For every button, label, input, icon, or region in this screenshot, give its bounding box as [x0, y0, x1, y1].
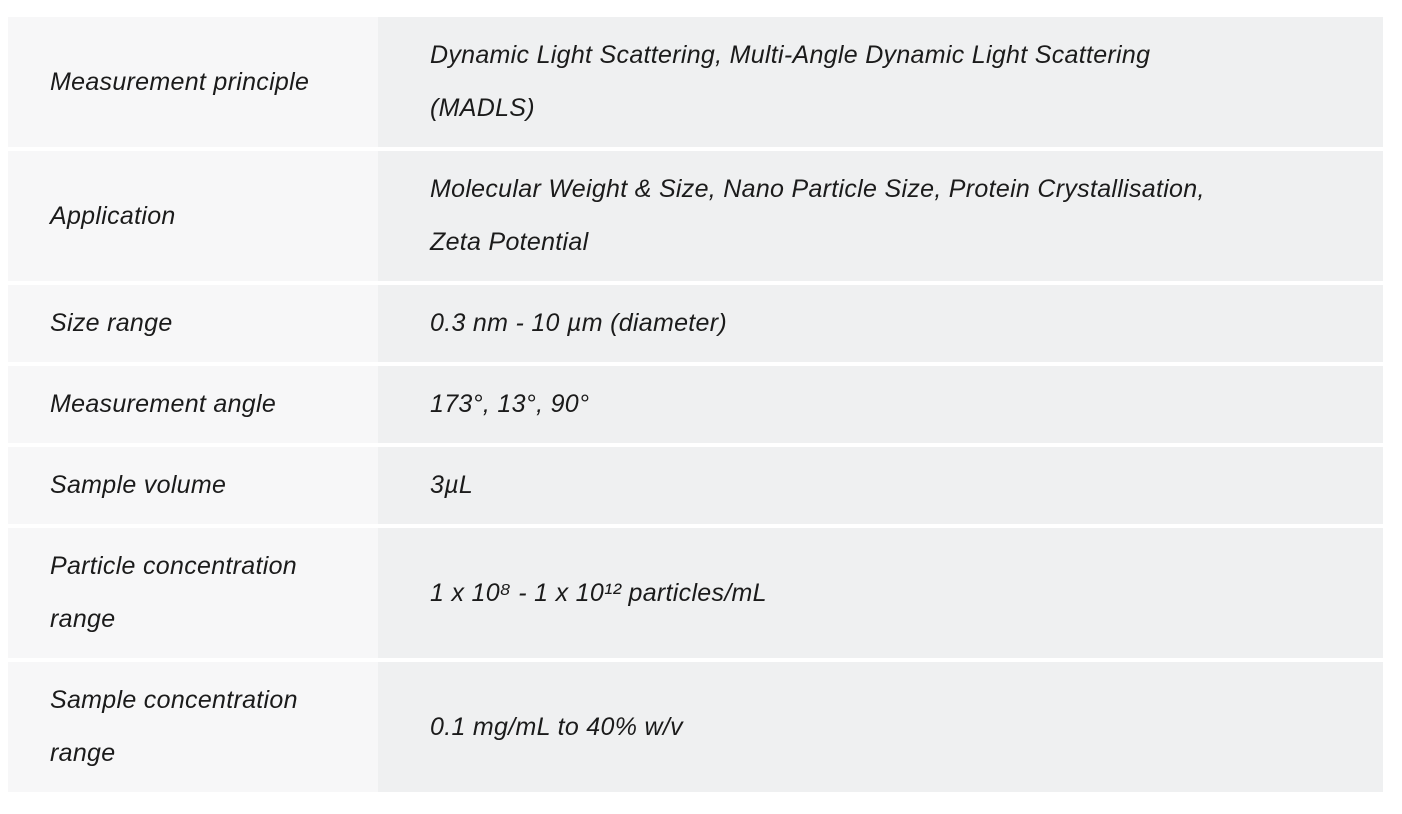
spec-value-line: Molecular Weight & Size, Nano Particle S… [430, 175, 1205, 203]
table-row-measurement-principle: Measurement principle Dynamic Light Scat… [8, 17, 1383, 147]
specification-table: Measurement principle Dynamic Light Scat… [8, 17, 1383, 796]
spec-value-line: (MADLS) [430, 94, 535, 122]
table-row-size-range: Size range 0.3 nm - 10 µm (diameter) [8, 285, 1383, 362]
spec-value-line: 173°, 13°, 90° [430, 390, 590, 418]
spec-value: Dynamic Light Scattering, Multi-Angle Dy… [378, 17, 1383, 147]
spec-value: 1 x 10⁸ - 1 x 10¹² particles/mL [378, 528, 1383, 658]
spec-value-line: 0.1 mg/mL to 40% w/v [430, 712, 683, 741]
spec-value-line: 0.3 nm - 10 µm (diameter) [430, 309, 727, 337]
table-row-application: Application Molecular Weight & Size, Nan… [8, 151, 1383, 281]
spec-value-line: Zeta Potential [430, 228, 589, 256]
spec-label: Sample concentration range [8, 662, 378, 792]
spec-value-line: 1 x 10⁸ - 1 x 10¹² particles/mL [430, 578, 767, 607]
spec-label: Measurement angle [8, 366, 378, 443]
spec-label: Sample volume [8, 447, 378, 524]
spec-label: Size range [8, 285, 378, 362]
table-row-sample-volume: Sample volume 3µL [8, 447, 1383, 524]
spec-value-line: Dynamic Light Scattering, Multi-Angle Dy… [430, 41, 1151, 69]
spec-value: 0.1 mg/mL to 40% w/v [378, 662, 1383, 792]
spec-value: 173°, 13°, 90° [378, 366, 1383, 443]
spec-label: Particle concentration range [8, 528, 378, 658]
spec-value: Molecular Weight & Size, Nano Particle S… [378, 151, 1383, 281]
table-row-sample-concentration-range: Sample concentration range 0.1 mg/mL to … [8, 662, 1383, 792]
spec-value: 3µL [378, 447, 1383, 524]
spec-value: 0.3 nm - 10 µm (diameter) [378, 285, 1383, 362]
table-row-measurement-angle: Measurement angle 173°, 13°, 90° [8, 366, 1383, 443]
spec-value-line: 3µL [430, 471, 474, 499]
spec-label: Measurement principle [8, 17, 378, 147]
table-row-particle-concentration-range: Particle concentration range 1 x 10⁸ - 1… [8, 528, 1383, 658]
spec-label: Application [8, 151, 378, 281]
